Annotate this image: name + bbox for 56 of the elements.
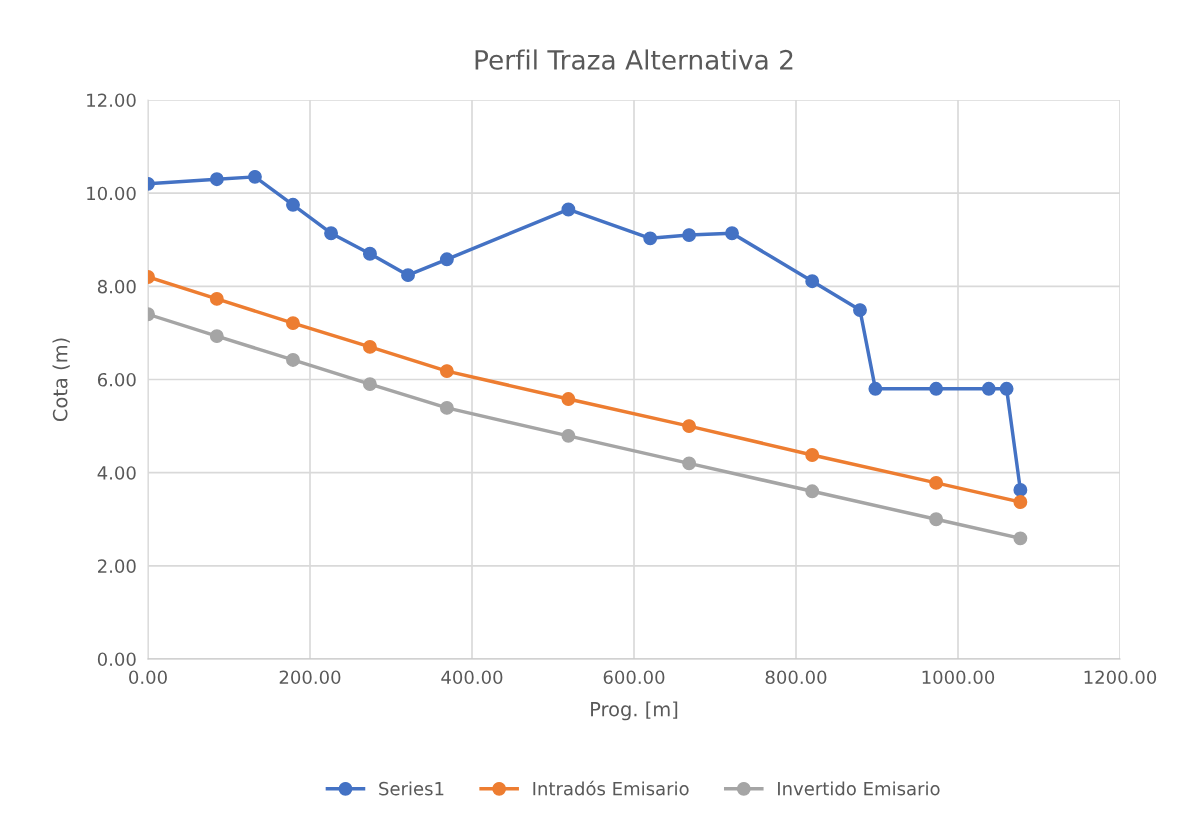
point [1013,482,1028,497]
x-tick-label: 1000.00 [922,670,995,685]
point [439,364,454,379]
point [247,169,262,184]
point [561,428,576,443]
point [286,352,300,367]
point [682,456,697,471]
point [868,381,883,396]
point [286,316,300,331]
point [805,484,820,499]
y-tick-label: 2.00 [98,559,136,573]
point [209,172,224,187]
x-tick-label: 0.00 [129,670,167,685]
point [682,228,697,243]
point [805,274,820,289]
x-axis-title: Prog. [m] [591,701,678,721]
y-tick-label: 6.00 [97,372,136,387]
point [805,448,820,462]
y-tick-label: 12.00 [87,93,136,108]
point [1013,531,1028,546]
point [682,419,697,434]
point [401,268,415,283]
x-tick-label: 800.00 [765,670,827,685]
y-tick-label: 8.00 [97,279,136,294]
point [286,197,300,212]
chart-title: Perfil Traza Alternativa 2 [475,49,793,70]
x-tick-label: 1200.00 [1084,670,1157,685]
point [324,226,339,241]
point [929,512,944,527]
point [362,377,377,392]
point [561,392,576,407]
point [853,303,867,318]
x-tick-label: 400.00 [441,670,503,685]
point [439,400,454,415]
x-tick-label: 600.00 [603,670,665,685]
x-tick-label: 200.00 [279,670,341,685]
point [643,231,658,246]
y-tick-label: 0.00 [97,652,136,667]
legend-label: Intradós Emisario [533,780,689,796]
point [362,339,377,354]
point [929,381,944,396]
point [209,291,224,306]
legend-label: Series1 [379,781,444,796]
point [929,475,944,490]
y-tick-label: 4.00 [97,466,136,480]
point [999,381,1014,396]
point [209,329,224,344]
point [362,246,377,261]
y-axis-title: Cota (m) [52,338,70,422]
point [561,202,576,217]
point [1013,495,1028,509]
y-tick-label: 10.00 [87,186,136,201]
legend-label: Invertido Emisario [778,781,940,796]
point [725,226,739,241]
point [439,252,454,267]
point [981,381,996,396]
